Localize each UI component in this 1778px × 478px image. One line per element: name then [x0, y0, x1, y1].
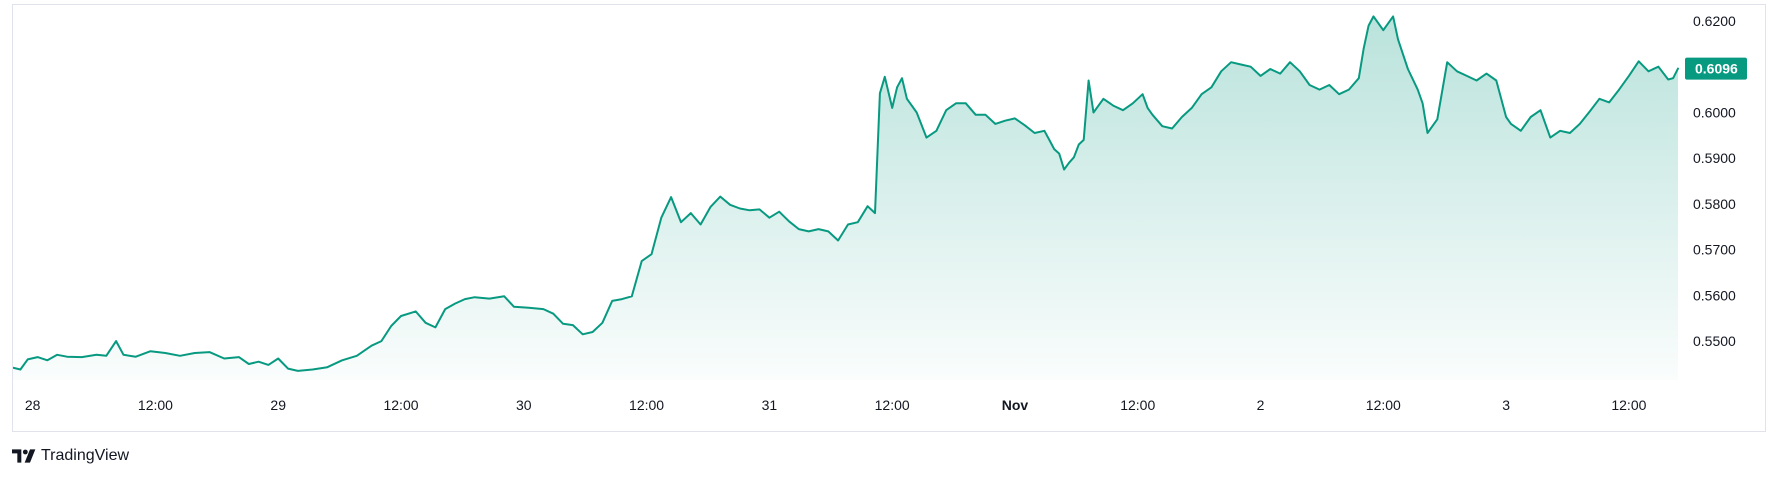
price-chart[interactable]: 0.5500 0.5600 0.5700 0.5800 0.5900 0.6000 0.62…: [13, 5, 1765, 431]
time-tick-label: 12:00: [1120, 397, 1155, 413]
last-price-label: 0.6096: [1695, 61, 1738, 77]
time-tick-label: 30: [516, 397, 532, 413]
time-tick-label: 12:00: [629, 397, 664, 413]
price-tick-label: 0.5800: [1693, 196, 1736, 212]
last-price-badge-bg: [1685, 57, 1747, 80]
time-tick-label: 28: [25, 397, 41, 413]
time-tick-label: 29: [270, 397, 286, 413]
price-tick-label: 0.5900: [1693, 150, 1736, 166]
price-tick-label: 0.5700: [1693, 242, 1736, 258]
time-tick-label: Nov: [1002, 397, 1029, 413]
time-tick-label: 3: [1502, 397, 1510, 413]
time-tick-label: 12:00: [383, 397, 418, 413]
price-line: [13, 15, 1679, 372]
brand[interactable]: TradingView: [12, 446, 129, 466]
time-tick-label: 12:00: [1611, 397, 1646, 413]
time-tick-label: 12:00: [1366, 397, 1401, 413]
time-tick-label: 31: [762, 397, 778, 413]
time-tick-label: 12:00: [138, 397, 173, 413]
price-tick-label: 0.6200: [1693, 13, 1736, 29]
price-tick-label: 0.6000: [1693, 104, 1736, 120]
price-axis[interactable]: 0.5500 0.5600 0.5700 0.5800 0.5900 0.6000 0.62…: [1693, 13, 1736, 349]
time-axis[interactable]: 28 12:00 29 12:00 30 12:00 31 12:00 Nov 12:00 2 12:…: [25, 397, 1647, 413]
brand-name: TradingView: [41, 447, 130, 464]
last-price-badge: 0.6096: [1685, 57, 1747, 80]
price-tick-label: 0.5500: [1693, 333, 1736, 349]
price-tick-label: 0.5600: [1693, 287, 1736, 303]
chart-frame: 0.5500 0.5600 0.5700 0.5800 0.5900 0.6000 0.62…: [12, 4, 1766, 432]
area-fill: [13, 16, 1678, 381]
time-tick-label: 12:00: [875, 397, 910, 413]
tradingview-logo-icon: [12, 449, 36, 463]
time-tick-label: 2: [1257, 397, 1265, 413]
